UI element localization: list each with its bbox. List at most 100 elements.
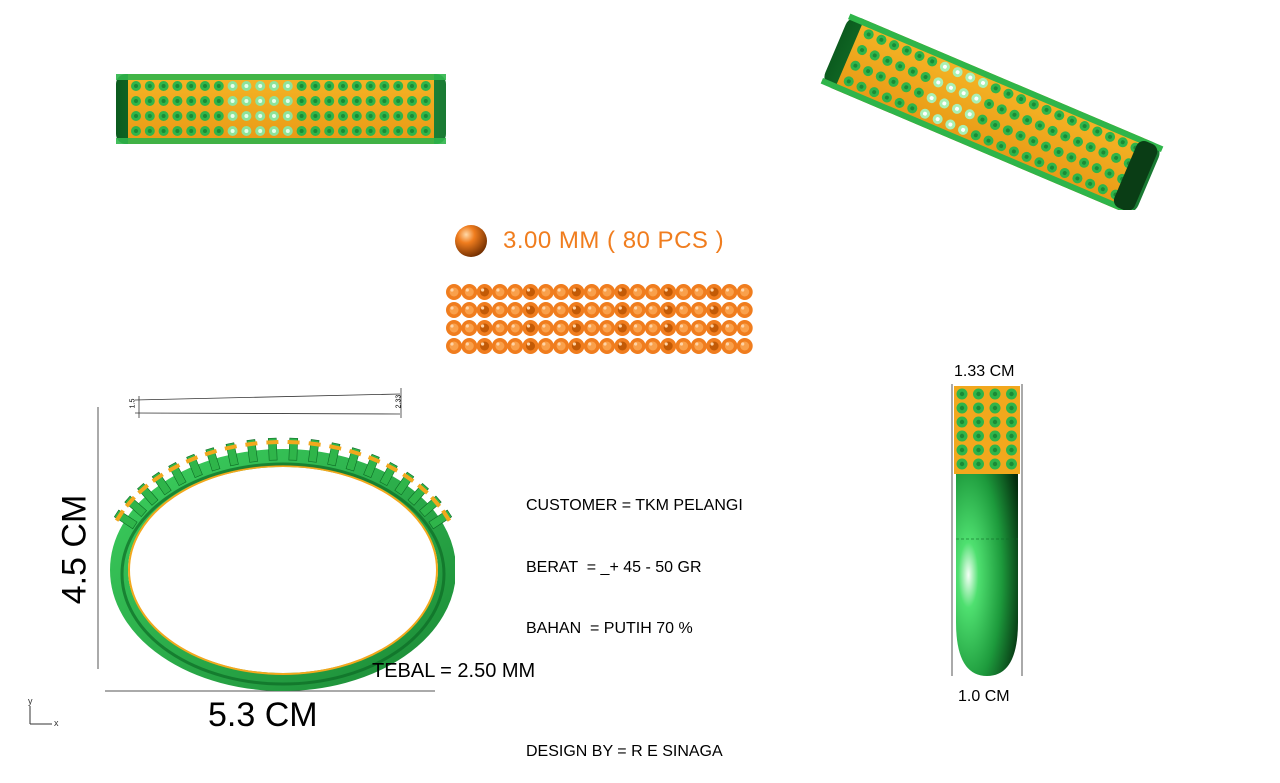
band-stone [1028, 99, 1039, 110]
side-stone [956, 458, 968, 470]
small-dim-left: 1.5 [129, 398, 137, 409]
stone-grid-cell [614, 284, 631, 300]
band-stone [241, 126, 252, 136]
band-stone [269, 96, 279, 106]
band-stone [920, 72, 931, 83]
band-stone [338, 96, 348, 106]
side-stone [989, 444, 1001, 456]
band-stone [420, 126, 431, 136]
band-stone [869, 50, 880, 61]
band-stone [351, 111, 362, 121]
profile-setting [185, 453, 203, 479]
stone-grid-cell [706, 302, 723, 318]
profile-setting [151, 471, 172, 496]
band-stone [227, 111, 238, 121]
profile-setting [308, 439, 321, 463]
stone-grid-cell [614, 302, 631, 318]
axis-indicator [26, 698, 66, 730]
band-stone [843, 76, 854, 87]
material-line: BAHAN = PUTIH 70 % [526, 620, 693, 637]
stone-grid-cell [599, 338, 615, 354]
stone-grid-cell [644, 320, 661, 336]
band-stone [932, 114, 943, 125]
band-stone [241, 111, 252, 121]
width-dimension: 5.3 CM [208, 696, 318, 734]
side-stone [956, 402, 968, 414]
stone-grid-cell [507, 338, 524, 354]
side-stone [1006, 388, 1017, 400]
stone-grid-cell [491, 320, 508, 336]
stone-grid-cell [629, 320, 646, 336]
band-stone [996, 141, 1007, 152]
stone-grid-cell [675, 302, 692, 318]
band-stone [939, 61, 950, 72]
band-stone [1079, 157, 1090, 168]
band-stone [282, 111, 293, 121]
stone-grid-cell [736, 320, 753, 336]
band-stone [282, 81, 293, 91]
band-stone [983, 135, 994, 146]
band-stone [131, 96, 141, 106]
band-stone [379, 81, 390, 91]
band-stone [393, 111, 404, 121]
band-stone [1079, 121, 1090, 132]
height-dimension: 4.5 CM [55, 494, 94, 605]
stone-grid-cell [629, 284, 646, 300]
band-stone [393, 96, 404, 106]
band-stone [338, 111, 348, 121]
band-stone [1092, 126, 1103, 137]
profile-setting [266, 437, 279, 461]
band-stone [131, 111, 141, 121]
band-stone [338, 81, 348, 91]
side-stone [1006, 416, 1017, 428]
band-stone [227, 96, 238, 106]
side-stone [1006, 444, 1017, 456]
band-stone [407, 81, 417, 91]
stone-grid-cell [721, 284, 738, 300]
small-dim-right: 2.33 [395, 394, 403, 409]
band-stone [255, 81, 266, 91]
stone-grid-cell [721, 302, 738, 318]
band-stone [172, 126, 183, 136]
stone-icon [454, 224, 488, 258]
stone-grid-cell [476, 284, 493, 300]
band-stone [965, 72, 976, 83]
band-stone [310, 96, 321, 106]
band-stone [889, 40, 900, 51]
side-stone [1006, 458, 1017, 470]
stone-grid-cell [736, 302, 753, 318]
band-side-view [948, 382, 1028, 682]
band-stone [324, 96, 335, 106]
stone-grid-cell [476, 302, 493, 318]
band-stone [1040, 141, 1051, 152]
stone-grid-cell [721, 320, 738, 336]
band-stone [869, 87, 880, 98]
band-front-view [112, 70, 450, 148]
stone-grid-cell [583, 320, 600, 336]
band-stone [875, 71, 886, 82]
band-stone [1066, 152, 1077, 163]
stone-grid-cell [568, 320, 585, 336]
band-stone [1097, 184, 1108, 195]
stone-grid-cell [675, 338, 692, 354]
band-stone [393, 126, 404, 136]
band-stone [1104, 168, 1115, 179]
band-stone [365, 111, 376, 121]
stone-grid-cell [690, 284, 707, 300]
designer-line: DESIGN BY = R E SINAGA [526, 742, 723, 760]
profile-setting [224, 442, 239, 467]
stone-grid-cell [568, 302, 585, 318]
stone-grid-cell [507, 320, 524, 336]
band-stone [1054, 110, 1065, 121]
band-stone [1016, 94, 1027, 105]
thickness-label: TEBAL = 2.50 MM [372, 660, 536, 682]
profile-setting [327, 442, 342, 467]
stone-grid-cell [706, 284, 723, 300]
band-stone [1022, 115, 1033, 126]
band-stone [863, 29, 874, 40]
band-stone [365, 96, 376, 106]
band-stone [269, 81, 279, 91]
band-stone [420, 81, 431, 91]
band-stone [186, 111, 197, 121]
stone-grid-cell [583, 302, 600, 318]
